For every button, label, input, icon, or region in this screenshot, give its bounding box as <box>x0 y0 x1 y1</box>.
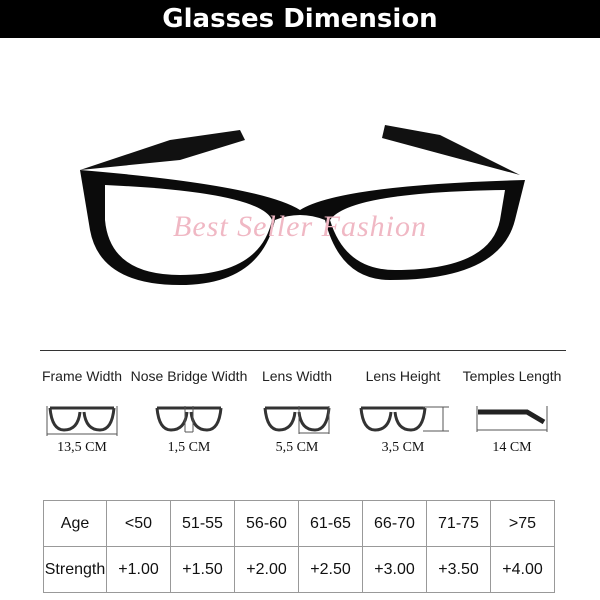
temple-icon <box>476 406 548 432</box>
table-cell: 61-65 <box>298 500 363 547</box>
dimension-temples-length: Temples Length 14 CM <box>452 368 572 456</box>
table-cell: +3.50 <box>426 546 491 593</box>
table-cell: 56-60 <box>234 500 299 547</box>
frame-width-icon <box>46 406 118 436</box>
dimension-lens-height: Lens Height 3,5 CM <box>343 368 463 456</box>
nose-bridge-icon <box>155 406 223 433</box>
dimension-label: Temples Length <box>462 368 562 384</box>
table-cell: +3.00 <box>362 546 427 593</box>
dimension-label: Frame Width <box>41 368 123 384</box>
dimension-label: Nose Bridge Width <box>130 368 248 384</box>
table-cell: >75 <box>490 500 555 547</box>
dimension-label: Lens Width <box>261 368 333 384</box>
table-row-strength: Strength +1.00 +1.50 +2.00 +2.50 +3.00 +… <box>43 546 555 593</box>
table-cell: +2.50 <box>298 546 363 593</box>
table-cell: +2.00 <box>234 546 299 593</box>
table-cell: +1.00 <box>106 546 171 593</box>
lens-height-icon <box>359 406 449 432</box>
table-cell: Strength <box>43 546 107 593</box>
table-cell: Age <box>43 500 107 547</box>
lens-width-icon <box>263 406 331 434</box>
dimension-value: 1,5 CM <box>167 440 211 455</box>
table-cell: +1.50 <box>170 546 235 593</box>
dimension-lens-width: Lens Width 5,5 CM <box>237 368 357 456</box>
dimension-value: 14 CM <box>492 440 532 455</box>
dimension-label: Lens Height <box>365 368 441 384</box>
divider <box>40 350 566 351</box>
watermark: Best Seller Fashion <box>173 210 427 243</box>
table-cell: +4.00 <box>490 546 555 593</box>
dimension-value: 13,5 CM <box>57 440 107 455</box>
dimension-value: 3,5 CM <box>381 440 425 455</box>
glasses-photo <box>80 125 525 285</box>
title-banner: Glasses Dimension <box>0 0 600 38</box>
table-cell: 51-55 <box>170 500 235 547</box>
table-row-age: Age <50 51-55 56-60 61-65 66-70 71-75 >7… <box>43 500 555 547</box>
age-strength-table: Age <50 51-55 56-60 61-65 66-70 71-75 >7… <box>43 500 555 593</box>
dimension-nose-bridge: Nose Bridge Width 1,5 CM <box>129 368 249 456</box>
dimension-frame-width: Frame Width 13,5 CM <box>22 368 142 456</box>
table-cell: 66-70 <box>362 500 427 547</box>
dimension-value: 5,5 CM <box>275 440 319 455</box>
table-cell: 71-75 <box>426 500 491 547</box>
table-cell: <50 <box>106 500 171 547</box>
